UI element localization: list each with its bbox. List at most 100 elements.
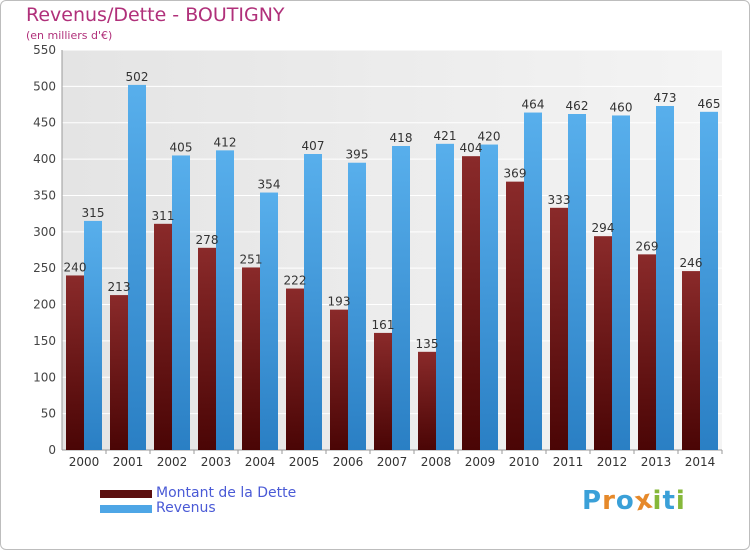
bar-revenus: [700, 111, 718, 451]
data-label-dette: 246: [680, 256, 703, 270]
data-label-revenus: 473: [654, 91, 677, 105]
bar-dette: [418, 351, 436, 450]
bar-dette: [286, 288, 304, 450]
x-tick-label: 2002: [157, 455, 188, 469]
y-tick-label: 550: [33, 43, 56, 57]
x-tick-label: 2011: [553, 455, 584, 469]
data-label-revenus: 420: [478, 130, 501, 144]
x-tick-label: 2007: [377, 455, 408, 469]
data-label-revenus: 502: [126, 70, 149, 84]
x-tick-label: 2000: [69, 455, 100, 469]
bar-revenus: [612, 115, 630, 451]
bar-dette: [374, 332, 392, 450]
x-tick-label: 2008: [421, 455, 452, 469]
y-tick-label: 400: [33, 152, 56, 166]
x-tick-label: 2013: [641, 455, 672, 469]
x-tick-label: 2003: [201, 455, 232, 469]
data-label-dette: 294: [592, 221, 615, 235]
logo-letter: o: [615, 486, 635, 516]
bar-dette: [110, 295, 128, 450]
bar-revenus: [348, 162, 366, 450]
proxiti-logo: Proxiti: [582, 484, 686, 517]
x-tick-label: 2014: [685, 455, 716, 469]
bar-revenus: [216, 150, 234, 450]
bar-dette: [506, 181, 524, 451]
y-tick-label: 100: [33, 370, 56, 384]
bar-dette: [198, 247, 216, 450]
x-tick-label: 2001: [113, 455, 144, 469]
bar-dette: [638, 254, 656, 450]
bar-revenus: [128, 84, 146, 450]
bar-revenus: [436, 143, 454, 450]
data-label-revenus: 464: [522, 98, 545, 112]
axes: 0 50 100 150 200 250 300 350 400 450 500 550 2000 200…: [33, 43, 723, 469]
y-tick-label: 150: [33, 334, 56, 348]
x-tick-label: 2012: [597, 455, 628, 469]
y-tick-label: 350: [33, 188, 56, 202]
data-label-revenus: 407: [302, 139, 325, 153]
data-label-revenus: 418: [390, 131, 413, 145]
logo-letter: r: [602, 486, 616, 516]
chart-title: Revenus/Dette - BOUTIGNY: [26, 4, 285, 26]
bar-dette: [154, 223, 172, 450]
data-label-revenus: 412: [214, 135, 237, 149]
legend-label-dette: Montant de la Dette: [156, 485, 297, 501]
y-tick-label: 300: [33, 225, 56, 239]
x-tick-label: 2005: [289, 455, 320, 469]
logo-letter: i: [652, 486, 663, 516]
data-labels: 240 315 213 502 311 405 278 412 251 354 222 407 193 3…: [64, 70, 721, 351]
data-label-revenus: 462: [566, 99, 589, 113]
bar-dette: [462, 156, 480, 450]
data-label-dette: 222: [284, 274, 307, 288]
y-tick-label: 250: [33, 261, 56, 275]
data-label-revenus: 460: [610, 100, 633, 114]
bar-dette: [682, 271, 700, 450]
data-label-revenus: 395: [346, 148, 369, 162]
bar-revenus: [656, 106, 674, 450]
y-tick-label: 0: [48, 443, 56, 457]
data-label-revenus: 421: [434, 129, 457, 143]
y-tick-label: 450: [33, 116, 56, 130]
x-tick-label: 2006: [333, 455, 364, 469]
data-label-dette: 278: [196, 233, 219, 247]
bar-revenus: [392, 146, 410, 450]
data-label-revenus: 315: [82, 206, 105, 220]
data-label-dette: 213: [108, 280, 131, 294]
data-label-dette: 404: [460, 141, 483, 155]
bar-revenus: [524, 112, 542, 450]
bar-revenus: [304, 154, 322, 450]
legend-swatch-dette: [100, 490, 152, 498]
data-label-dette: 135: [416, 337, 439, 351]
bar-dette: [330, 309, 348, 450]
bar-dette: [594, 236, 612, 450]
data-label-dette: 240: [64, 260, 87, 274]
bar-revenus: [84, 220, 102, 450]
data-label-revenus: 354: [258, 178, 281, 192]
legend-label-revenus: Revenus: [156, 500, 216, 516]
x-tick-label: 2009: [465, 455, 496, 469]
x-tick-label: 2010: [509, 455, 540, 469]
data-label-revenus: 465: [698, 97, 721, 111]
legend-swatch-revenus: [100, 505, 152, 513]
data-label-revenus: 405: [170, 140, 193, 154]
logo-letter: t: [662, 486, 676, 516]
bar-revenus: [172, 155, 190, 451]
data-label-dette: 269: [636, 239, 659, 253]
data-label-dette: 193: [328, 295, 351, 309]
data-label-dette: 251: [240, 252, 263, 266]
bars: [66, 84, 718, 451]
bar-revenus: [568, 114, 586, 450]
x-tick-label: 2004: [245, 455, 276, 469]
y-tick-label: 50: [41, 407, 56, 421]
bar-revenus: [480, 144, 498, 450]
data-label-dette: 369: [504, 167, 527, 181]
data-label-dette: 161: [372, 318, 395, 332]
bar-dette: [66, 275, 84, 450]
data-label-dette: 311: [152, 209, 175, 223]
y-tick-label: 500: [33, 79, 56, 93]
chart-subtitle: (en milliers d'€): [26, 29, 113, 42]
bar-dette: [550, 207, 568, 450]
logo-letter: P: [582, 486, 603, 516]
bar-dette: [242, 267, 260, 450]
